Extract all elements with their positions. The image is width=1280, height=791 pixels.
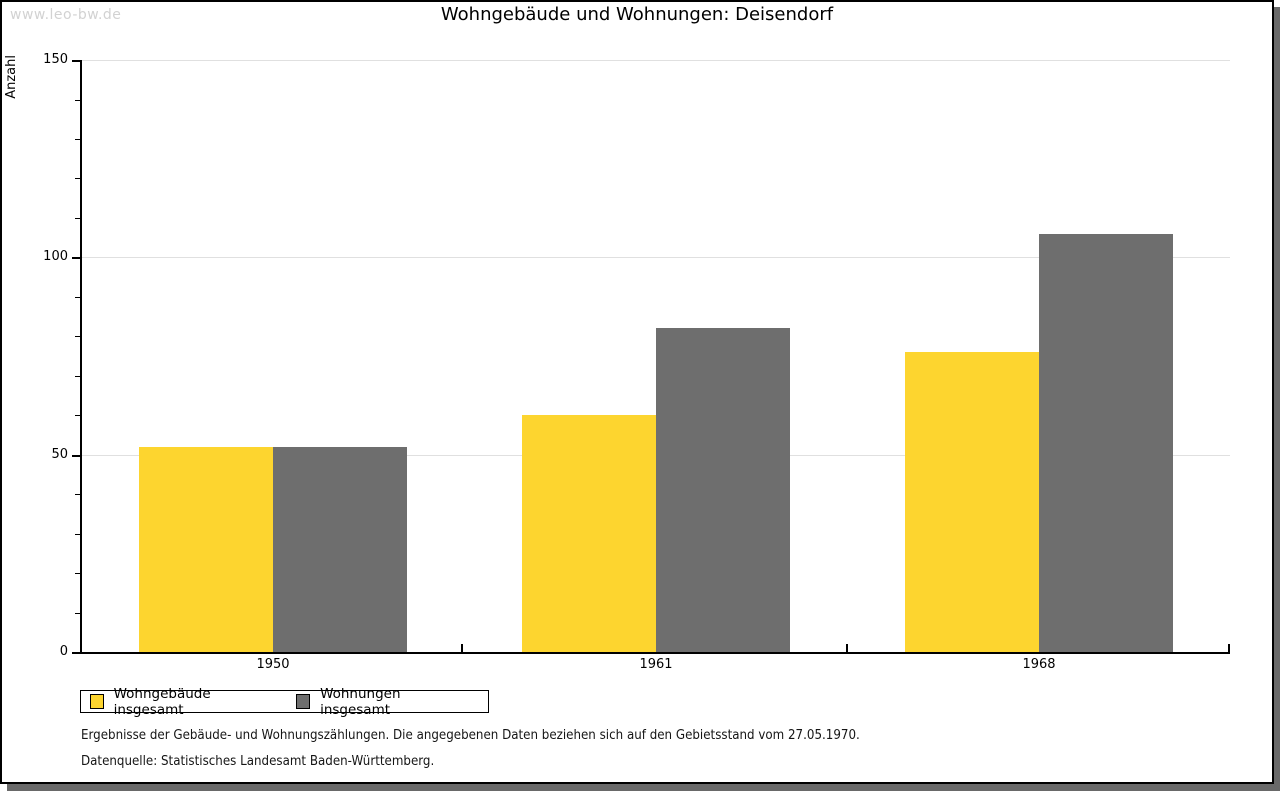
y-major-tick-100 — [72, 257, 81, 260]
x-boundary-tick-0 — [461, 644, 463, 652]
bar-wohngebaeude-1961 — [522, 415, 656, 652]
y-tick-label-100: 100 — [43, 249, 68, 265]
footnote-line1: Ergebnisse der Gebäude- und Wohnungszähl… — [81, 727, 860, 743]
x-boundary-tick-1 — [846, 644, 848, 652]
plot-area: 1950 1961 1968 0 50 100 150 — [2, 2, 1272, 782]
legend-item-wohnungen: Wohnungen insgesamt — [296, 686, 458, 718]
bar-wohnungen-1968 — [1039, 233, 1173, 652]
chart-title: Wohngebäude und Wohnungen: Deisendorf — [440, 4, 834, 25]
y-minor-tick-60 — [75, 415, 81, 417]
y-minor-tick-70 — [75, 375, 81, 377]
bar-wohngebaeude-1950 — [139, 446, 273, 652]
legend-label-wohngebaeude: Wohngebäude insgesamt — [113, 685, 211, 718]
legend-swatch-wohngebaeude — [90, 694, 104, 709]
x-axis — [80, 652, 1230, 654]
y-tick-label-150: 150 — [43, 52, 68, 67]
y-minor-tick-110 — [75, 217, 81, 219]
x-boundary-tick-2 — [1228, 644, 1230, 652]
watermark: www.leo-bw.de — [10, 7, 122, 23]
category-label-1968: 1968 — [1022, 657, 1056, 672]
y-minor-tick-20 — [75, 573, 81, 575]
y-tick-label-50: 50 — [51, 446, 68, 462]
legend-swatch-wohnungen — [296, 694, 311, 709]
gridline-100 — [81, 257, 1230, 259]
y-minor-tick-90 — [75, 296, 81, 298]
y-major-tick-150 — [72, 60, 81, 62]
legend-item-wohngebaeude: Wohngebäude insgesamt — [90, 686, 266, 718]
bar-wohnungen-1961 — [656, 328, 790, 652]
category-label-1961: 1961 — [639, 657, 673, 672]
y-minor-tick-40 — [75, 494, 81, 496]
y-major-tick-50 — [72, 454, 81, 457]
y-minor-tick-130 — [75, 138, 81, 140]
legend-label-wohnungen: Wohnungen insgesamt — [320, 685, 401, 718]
y-minor-tick-80 — [75, 336, 81, 338]
y-minor-tick-30 — [75, 533, 81, 535]
bar-wohnungen-1950 — [273, 446, 407, 652]
category-label-1950: 1950 — [256, 657, 290, 672]
bar-wohngebaeude-1968 — [905, 352, 1039, 652]
y-minor-tick-10 — [75, 612, 81, 614]
y-minor-tick-120 — [75, 178, 81, 180]
y-major-tick-0 — [72, 652, 81, 654]
y-tick-label-0: 0 — [59, 644, 68, 659]
y-axis — [80, 60, 82, 654]
gridline-150 — [81, 60, 1230, 61]
y-minor-tick-140 — [75, 99, 81, 101]
legend: Wohngebäude insgesamt Wohnungen insgesam… — [80, 686, 489, 718]
footnote-line2: Datenquelle: Statistisches Landesamt Bad… — [81, 753, 435, 769]
